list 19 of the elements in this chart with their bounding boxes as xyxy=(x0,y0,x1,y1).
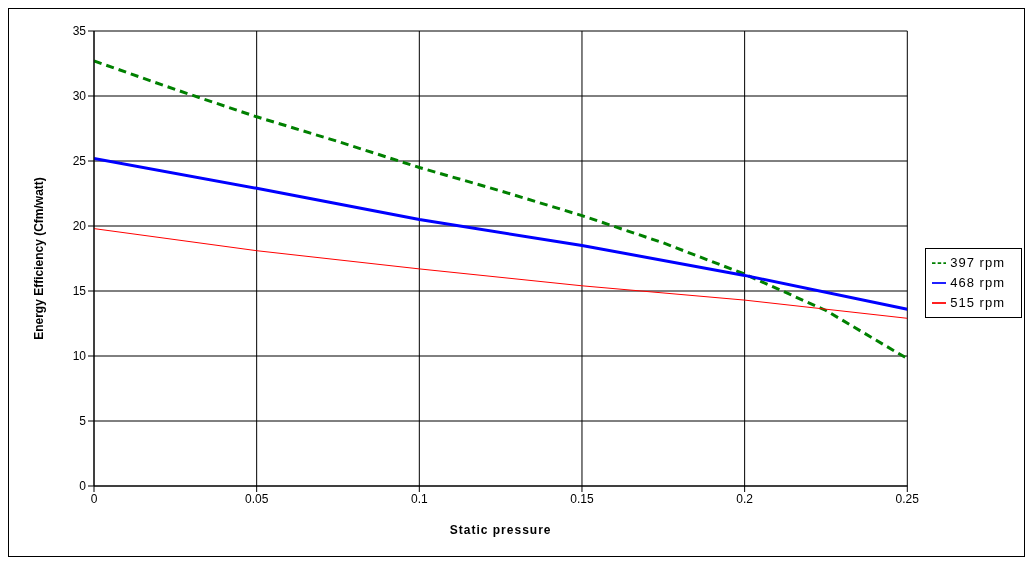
x-axis-title: Static pressure xyxy=(449,523,552,537)
y-tick-label: 20 xyxy=(72,219,87,234)
y-tick-label: 5 xyxy=(79,414,87,429)
y-tick-label: 10 xyxy=(72,349,87,364)
y-tick-label: 0 xyxy=(79,479,87,494)
legend-label: 397 rpm xyxy=(950,254,1005,270)
y-tick-label: 35 xyxy=(72,24,87,39)
y-tick-label: 30 xyxy=(72,89,87,104)
x-tick-label: 0.05 xyxy=(244,491,269,506)
x-tick-label: 0.2 xyxy=(736,491,754,506)
legend-label: 515 rpm xyxy=(950,294,1005,310)
y-tick-label: 15 xyxy=(72,284,87,299)
x-tick-label: 0.25 xyxy=(895,491,920,506)
x-tick-label: 0.1 xyxy=(410,491,428,506)
legend-label: 468 rpm xyxy=(950,274,1005,290)
y-tick-label: 25 xyxy=(72,154,87,169)
x-tick-label: 0 xyxy=(90,491,98,506)
y-axis-title: Energy Efficiency (Cfm/watt) xyxy=(32,177,47,340)
x-tick-label: 0.15 xyxy=(570,491,594,506)
